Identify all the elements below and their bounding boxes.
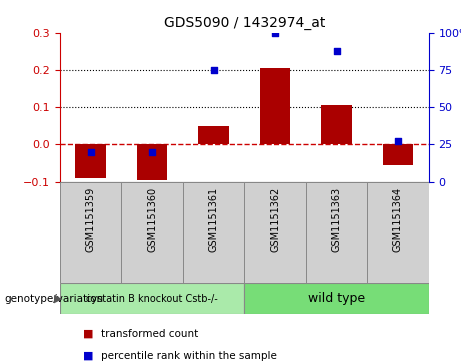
Point: [87, 149, 95, 155]
Bar: [198, 126, 229, 144]
Bar: [137, 144, 167, 180]
Bar: [367, 182, 429, 283]
Bar: [60, 182, 121, 283]
Text: GSM1151362: GSM1151362: [270, 187, 280, 252]
Bar: [183, 182, 244, 283]
Text: wild type: wild type: [308, 292, 365, 305]
Bar: [260, 68, 290, 144]
Text: transformed count: transformed count: [101, 329, 199, 339]
Text: percentile rank within the sample: percentile rank within the sample: [101, 351, 278, 361]
Bar: [75, 144, 106, 178]
Point: [210, 67, 217, 73]
Text: GSM1151360: GSM1151360: [147, 187, 157, 252]
Bar: [306, 182, 367, 283]
Bar: [244, 182, 306, 283]
Text: GSM1151364: GSM1151364: [393, 187, 403, 252]
Text: ■: ■: [83, 329, 94, 339]
Bar: [321, 105, 352, 144]
Text: GSM1151361: GSM1151361: [208, 187, 219, 252]
Text: ▶: ▶: [54, 294, 63, 303]
Bar: [121, 182, 183, 283]
Bar: [383, 144, 414, 165]
Text: GSM1151363: GSM1151363: [331, 187, 342, 252]
Point: [394, 138, 402, 144]
Text: genotype/variation: genotype/variation: [5, 294, 104, 303]
Point: [148, 149, 156, 155]
Bar: [60, 283, 244, 314]
Title: GDS5090 / 1432974_at: GDS5090 / 1432974_at: [164, 16, 325, 30]
Point: [333, 48, 340, 53]
Point: [272, 30, 279, 36]
Bar: [244, 283, 429, 314]
Text: ■: ■: [83, 351, 94, 361]
Text: GSM1151359: GSM1151359: [86, 187, 96, 252]
Text: cystatin B knockout Cstb-/-: cystatin B knockout Cstb-/-: [86, 294, 218, 303]
